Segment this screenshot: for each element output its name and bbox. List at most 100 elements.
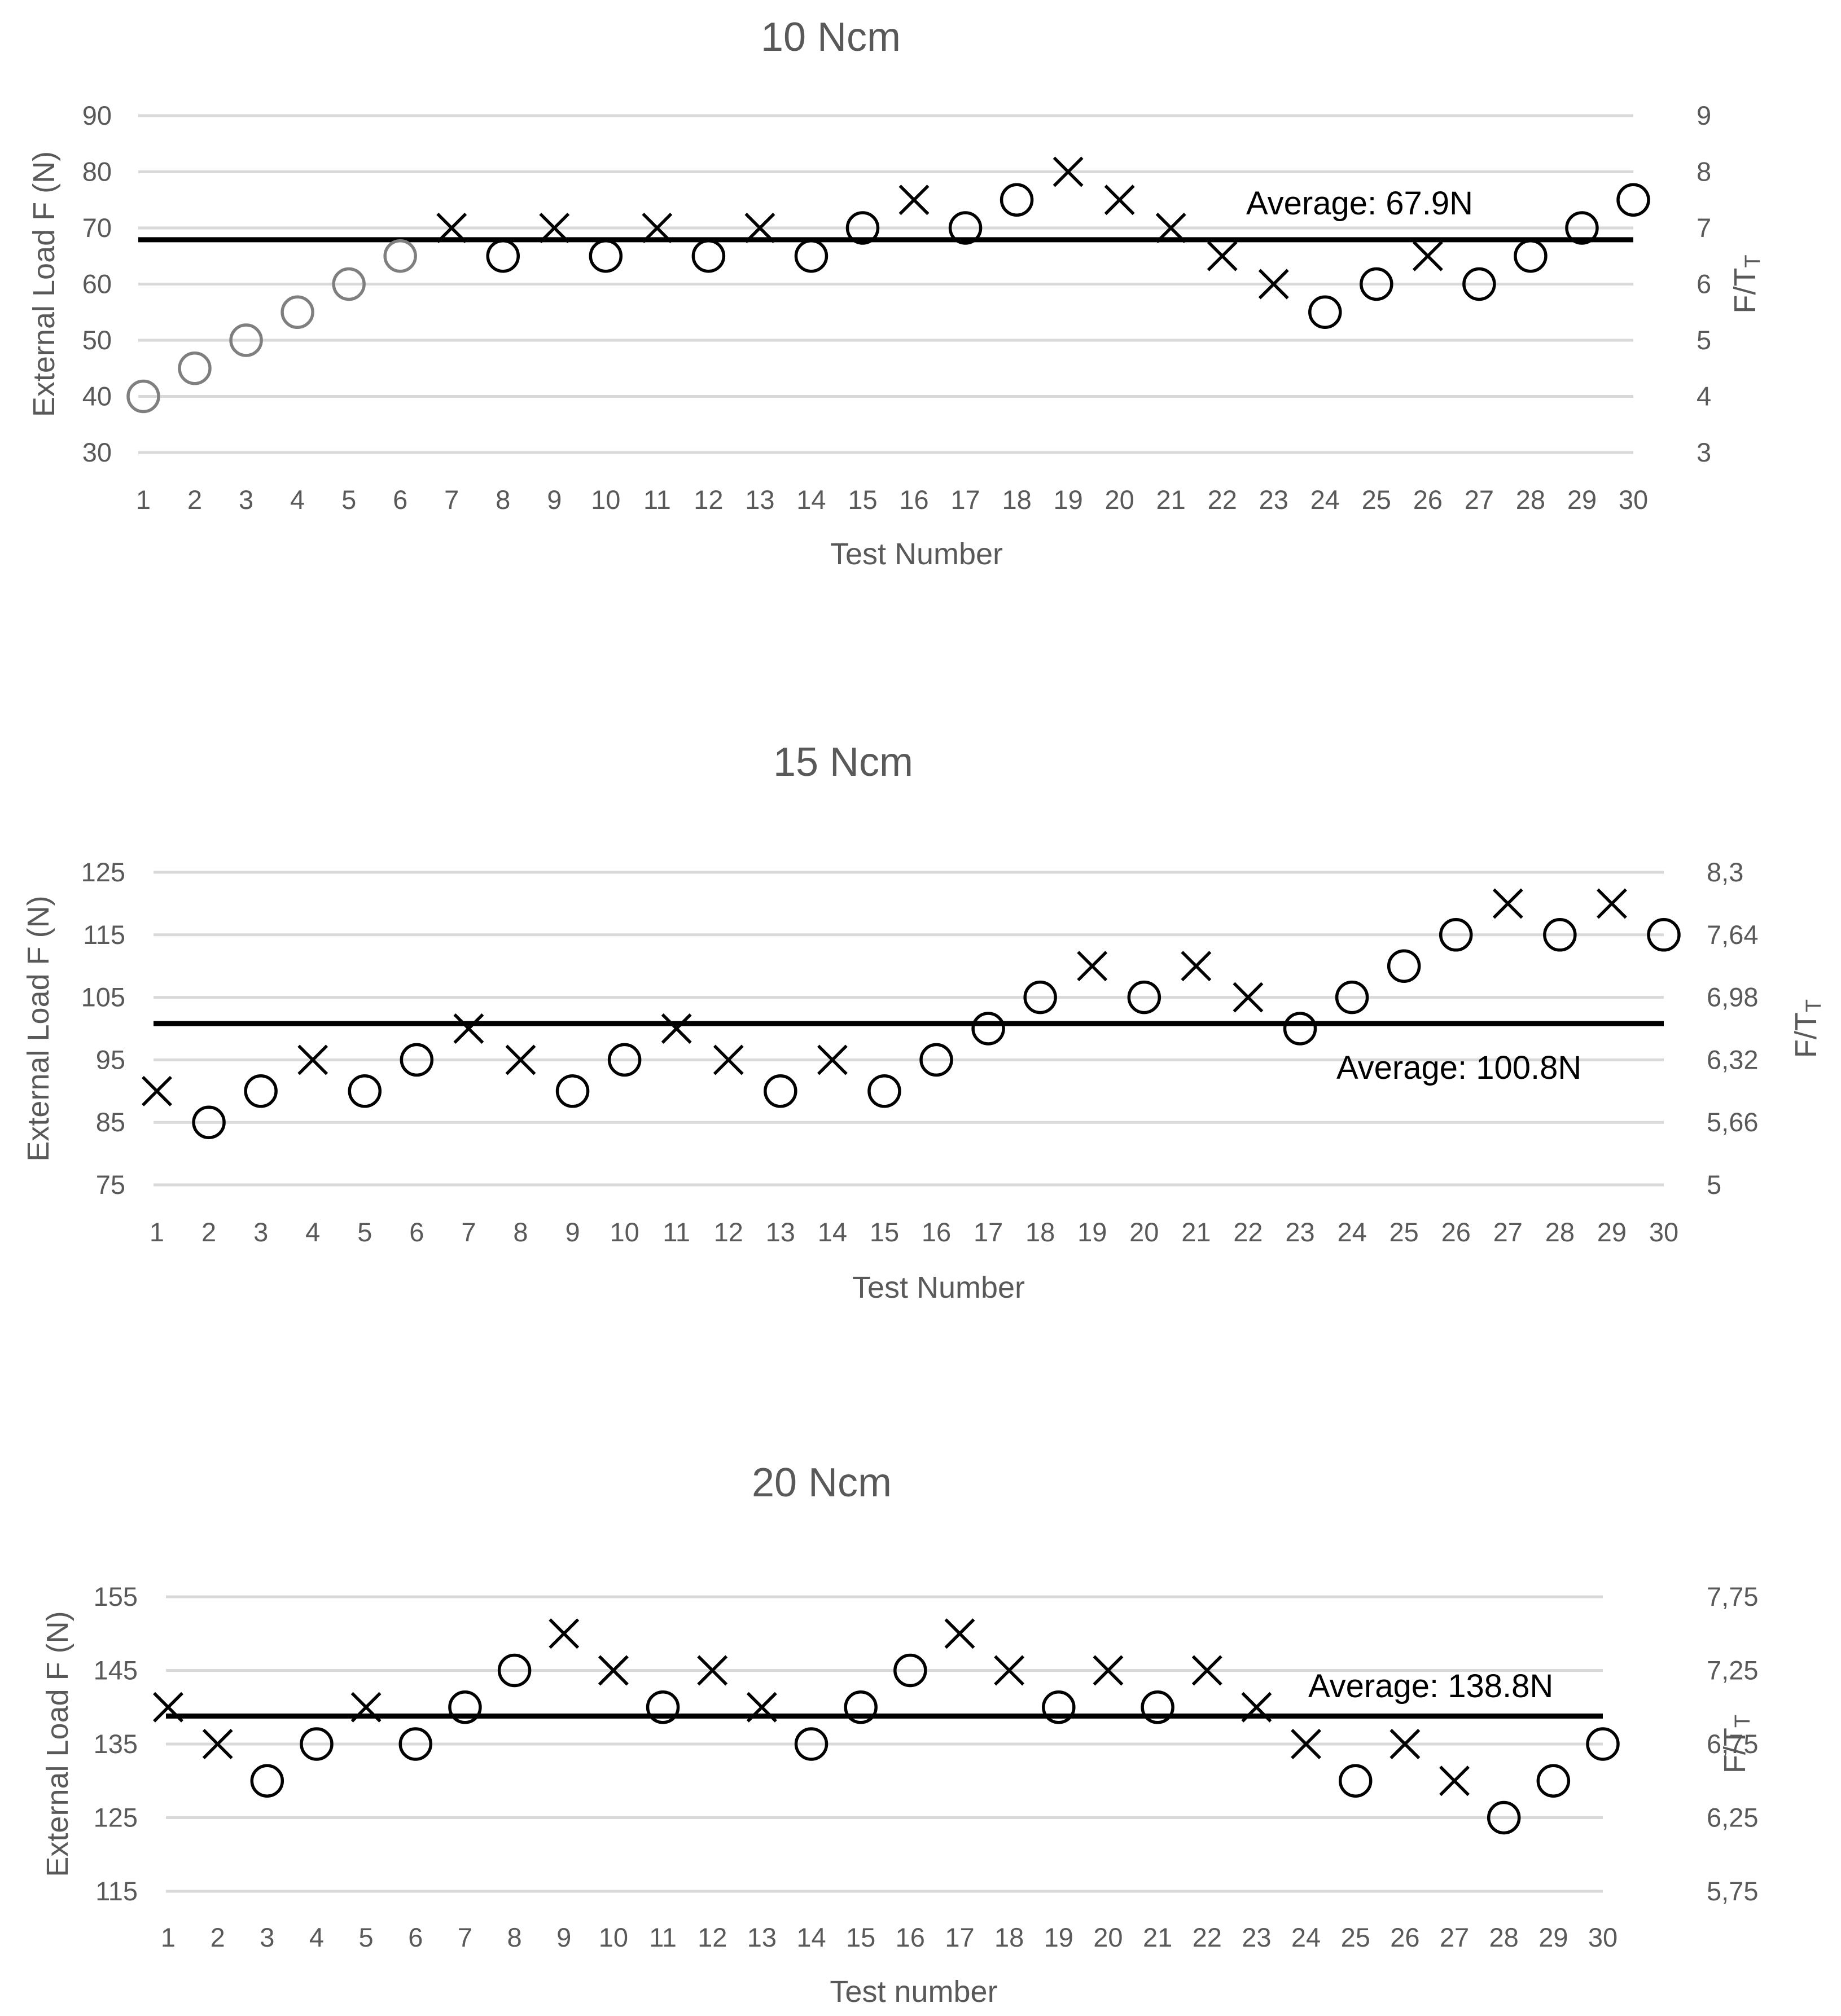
x-tick-label: 29 (1597, 1217, 1627, 1247)
data-point-cross (1077, 951, 1108, 982)
x-tick-label: 8 (507, 1922, 522, 1952)
data-point-circle (1360, 267, 1393, 301)
data-point-cross (744, 213, 775, 243)
y-axis-title: External Load F (N) (27, 151, 61, 417)
chart-title: 15 Ncm (773, 740, 913, 785)
x-tick-label: 6 (408, 1922, 423, 1952)
data-point-circle (1335, 980, 1369, 1014)
chart-title: 20 Ncm (752, 1460, 892, 1505)
x-tick-label: 16 (896, 1922, 925, 1952)
y2-tick-label: 6,25 (1707, 1803, 1758, 1833)
data-point-cross (350, 1692, 382, 1723)
data-point-circle (192, 1105, 226, 1139)
data-point-circle (1023, 980, 1057, 1014)
data-point-cross (1241, 1692, 1272, 1723)
x-tick-label: 21 (1181, 1217, 1211, 1247)
data-point-circle (178, 352, 212, 385)
x-tick-label: 27 (1493, 1217, 1523, 1247)
y2-tick-label: 6 (1697, 269, 1711, 299)
x-tick-label: 20 (1093, 1922, 1123, 1952)
data-point-cross (142, 1075, 172, 1106)
y2-tick-label: 7,64 (1707, 920, 1758, 950)
x-tick-label: 10 (591, 485, 620, 515)
data-point-circle (1387, 949, 1421, 983)
x-tick-label: 28 (1516, 485, 1545, 515)
x-tick-label: 17 (974, 1217, 1003, 1247)
data-point-cross (746, 1692, 777, 1723)
data-point-circle (348, 1074, 382, 1108)
x-tick-label: 15 (870, 1217, 899, 1247)
y-tick-label: 50 (82, 325, 112, 355)
x-tick-label: 11 (649, 1922, 677, 1952)
x-tick-label: 1 (150, 1217, 164, 1247)
data-point-circle (1565, 211, 1599, 245)
x-tick-label: 9 (556, 1922, 571, 1952)
data-point-circle (1462, 267, 1496, 301)
y-tick-label: 40 (82, 381, 112, 411)
x-tick-label: 17 (950, 485, 980, 515)
data-point-cross (817, 1044, 848, 1075)
x-tick-label: 18 (994, 1922, 1024, 1952)
data-point-circle (794, 239, 829, 273)
data-point-circle (1616, 183, 1650, 217)
x-tick-label: 26 (1441, 1217, 1471, 1247)
data-point-cross (697, 1655, 728, 1686)
data-point-circle (1647, 918, 1681, 952)
x-tick-label: 19 (1053, 485, 1082, 515)
y2-tick-label: 6,75 (1707, 1729, 1758, 1759)
data-point-circle (1514, 239, 1548, 273)
y2-axis-title: F/Tt (1718, 1715, 1755, 1773)
data-point-cross (1258, 269, 1289, 300)
y-tick-label: 80 (82, 157, 112, 187)
x-tick-label: 10 (610, 1217, 639, 1247)
x-tick-label: 5 (357, 1217, 372, 1247)
y-tick-label: 155 (94, 1582, 138, 1611)
y-tick-label: 115 (95, 1876, 138, 1906)
x-tick-label: 1 (136, 485, 151, 515)
data-point-circle (1439, 918, 1473, 952)
y-tick-label: 115 (83, 920, 125, 950)
y2-tick-label: 5,66 (1707, 1107, 1758, 1137)
x-tick-label: 4 (309, 1922, 324, 1952)
x-tick-label: 18 (1025, 1217, 1055, 1247)
data-point-circle (332, 267, 366, 301)
x-tick-label: 12 (714, 1217, 743, 1247)
data-point-circle (691, 239, 726, 273)
data-point-circle (845, 211, 880, 245)
y2-tick-label: 7 (1697, 213, 1711, 243)
x-tick-label: 12 (694, 485, 723, 515)
x-tick-label: 30 (1619, 485, 1648, 515)
x-tick-label: 27 (1440, 1922, 1469, 1952)
x-tick-label: 3 (260, 1922, 274, 1952)
data-point-cross (549, 1618, 580, 1649)
x-tick-label: 8 (513, 1217, 528, 1247)
data-point-cross (1492, 888, 1523, 919)
x-tick-label: 11 (643, 485, 671, 515)
x-tick-label: 5 (341, 485, 356, 515)
data-point-cross (944, 1618, 975, 1649)
x-axis-title: Test Number (852, 1271, 1025, 1305)
x-tick-label: 28 (1545, 1217, 1575, 1247)
y-tick-label: 70 (82, 213, 112, 243)
x-tick-label: 24 (1310, 485, 1340, 515)
y2-tick-label: 7,25 (1707, 1655, 1758, 1685)
x-tick-label: 17 (945, 1922, 974, 1952)
data-point-cross (297, 1044, 328, 1075)
data-point-circle (1543, 918, 1577, 952)
x-tick-label: 29 (1538, 1922, 1568, 1952)
x-tick-label: 30 (1588, 1922, 1618, 1952)
data-point-cross (1439, 1765, 1470, 1797)
data-point-circle (400, 1043, 434, 1077)
data-point-circle (126, 379, 160, 414)
y2-tick-label: 6,98 (1707, 982, 1758, 1012)
data-point-cross (539, 213, 570, 243)
data-point-circle (1000, 183, 1034, 217)
data-point-cross (661, 1013, 692, 1044)
x-tick-label: 14 (818, 1217, 847, 1247)
x-tick-label: 16 (922, 1217, 951, 1247)
data-point-circle (280, 295, 314, 329)
data-point-circle (1283, 1012, 1317, 1046)
x-tick-label: 13 (745, 485, 774, 515)
y-tick-label: 75 (96, 1170, 125, 1200)
